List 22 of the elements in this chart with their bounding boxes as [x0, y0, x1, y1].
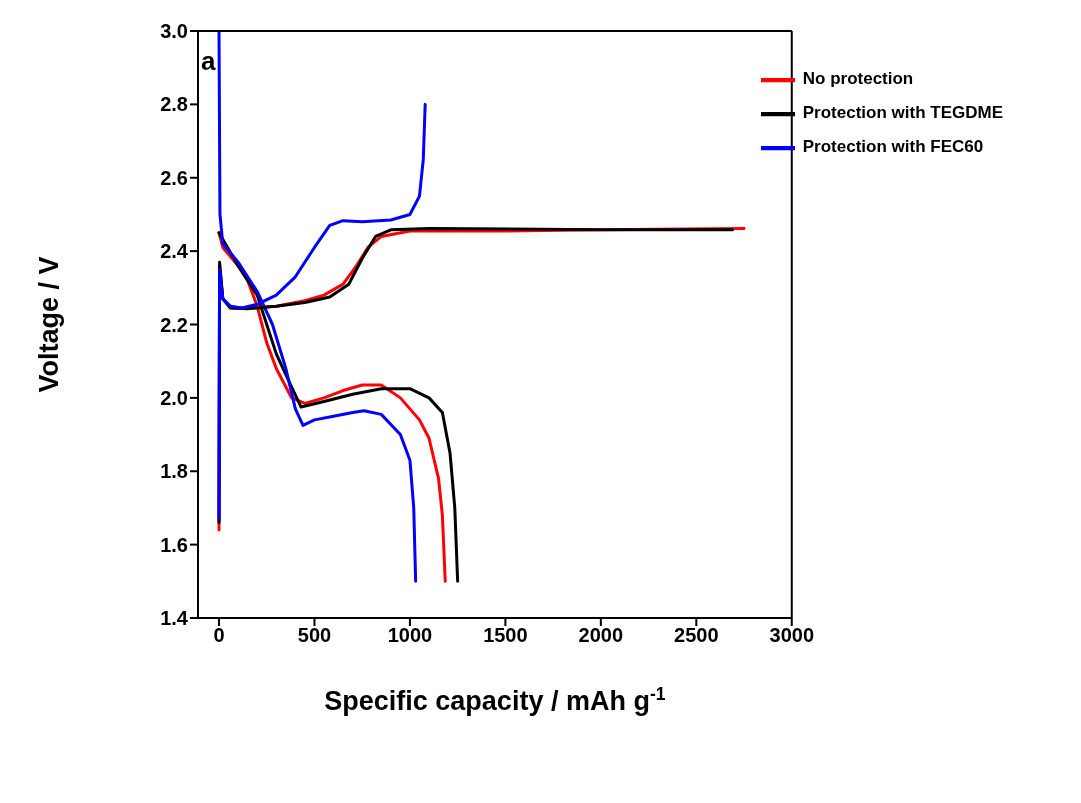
y-tick-label: 2.8 — [160, 93, 188, 116]
legend-label: Protection with FEC60 — [802, 137, 984, 157]
x-tick-label: 1500 — [483, 624, 528, 647]
x-axis-title: Specific capacity / mAh g$^{-1}$ — [324, 684, 666, 716]
x-tick-label: 2500 — [674, 624, 719, 647]
y-tick-label: 2.0 — [160, 386, 188, 409]
y-tick-label: 2.4 — [160, 240, 189, 263]
x-tick-label: 3000 — [769, 624, 815, 647]
x-tick-label: 2000 — [578, 624, 624, 647]
y-tick-label: 2.6 — [160, 166, 188, 189]
x-tick-label: 500 — [297, 624, 332, 647]
y-tick-label: 1.6 — [160, 533, 188, 556]
legend-label: No protection — [802, 69, 914, 89]
y-axis-title: Voltage / V — [34, 256, 64, 393]
annotation: a — [201, 46, 216, 77]
y-tick-label: 3.0 — [160, 20, 188, 43]
y-tick-label: 1.4 — [160, 607, 189, 630]
y-tick-label: 1.8 — [160, 460, 188, 483]
x-tick-label: 0 — [213, 624, 225, 647]
y-tick-label: 2.2 — [160, 313, 188, 336]
x-tick-label: 1000 — [387, 624, 433, 647]
legend-label: Protection with TEGDME — [802, 103, 1003, 123]
